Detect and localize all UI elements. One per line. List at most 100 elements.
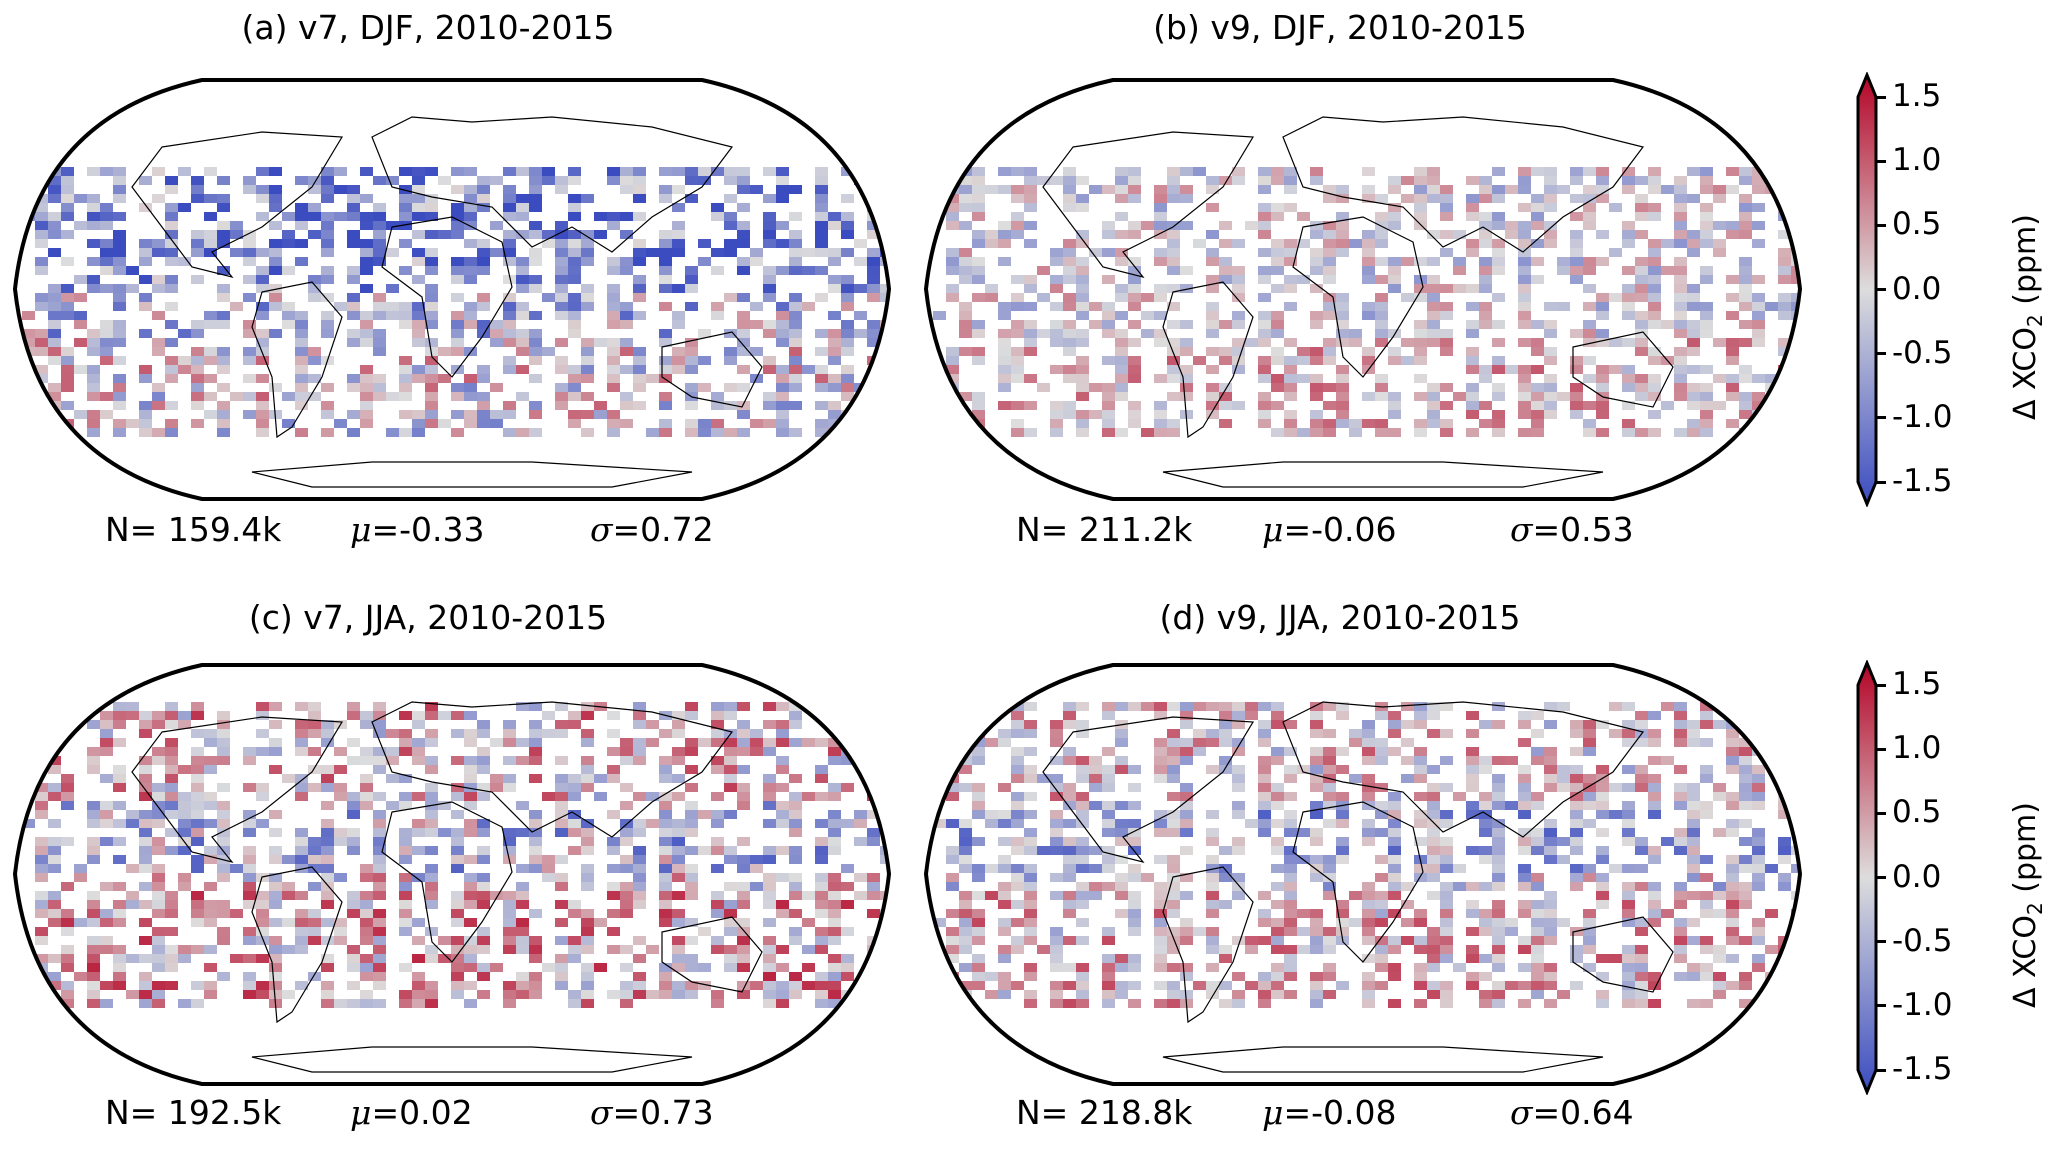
xco2-cell (1674, 927, 1687, 936)
xco2-cell (1466, 176, 1479, 185)
xco2-cell (425, 338, 438, 347)
xco2-cell (464, 711, 477, 720)
xco2-cell (789, 909, 802, 918)
xco2-cell (412, 846, 425, 855)
xco2-cell (1674, 275, 1687, 284)
xco2-cell (1492, 927, 1505, 936)
xco2-cell (1154, 918, 1167, 927)
xco2-cell (1596, 410, 1609, 419)
xco2-cell (854, 837, 867, 846)
xco2-cell (217, 927, 230, 936)
xco2-cell (1336, 927, 1349, 936)
xco2-cell (880, 167, 889, 176)
xco2-cell (1128, 320, 1141, 329)
xco2-cell (529, 747, 542, 756)
xco2-cell (191, 365, 204, 374)
xco2-cell (685, 176, 698, 185)
xco2-cell (1427, 936, 1440, 945)
xco2-cell (998, 167, 1011, 176)
xco2-cell (1687, 999, 1700, 1008)
xco2-cell (1739, 792, 1752, 801)
xco2-cell (1570, 720, 1583, 729)
xco2-cell (867, 338, 880, 347)
xco2-cell (1271, 239, 1284, 248)
xco2-cell (1700, 711, 1713, 720)
xco2-cell (48, 702, 61, 711)
xco2-cell (776, 338, 789, 347)
xco2-cell (1310, 428, 1323, 437)
xco2-cell (1271, 801, 1284, 810)
xco2-cell (1778, 410, 1791, 419)
xco2-cell (295, 257, 308, 266)
xco2-cell (1791, 293, 1800, 302)
xco2-cell (373, 945, 386, 954)
xco2-cell (1128, 954, 1141, 963)
xco2-cell (776, 900, 789, 909)
xco2-cell (152, 873, 165, 882)
xco2-cell (412, 176, 425, 185)
colorbar-tick-label: 0.0 (1892, 270, 1942, 307)
xco2-cells (22, 702, 889, 1008)
xco2-cell (87, 239, 100, 248)
xco2-cell (828, 248, 841, 257)
xco2-cell (1154, 293, 1167, 302)
xco2-cell (1596, 374, 1609, 383)
xco2-cell (165, 945, 178, 954)
xco2-cell (1544, 837, 1557, 846)
xco2-cell (1622, 864, 1635, 873)
xco2-cell (1583, 945, 1596, 954)
xco2-cell (1336, 855, 1349, 864)
xco2-cell (217, 401, 230, 410)
xco2-cell (126, 419, 139, 428)
xco2-cell (802, 266, 815, 275)
xco2-cell (48, 891, 61, 900)
xco2-cell (477, 365, 490, 374)
xco2-cell (360, 221, 373, 230)
xco2-cell (1154, 936, 1167, 945)
xco2-cell (1297, 239, 1310, 248)
xco2-cell (1362, 792, 1375, 801)
xco2-cell (1648, 783, 1661, 792)
xco2-cell (959, 927, 972, 936)
xco2-cell (1258, 999, 1271, 1008)
xco2-cell (399, 212, 412, 221)
xco2-cell (1479, 720, 1492, 729)
xco2-cell (1791, 176, 1800, 185)
xco2-cell (972, 864, 985, 873)
xco2-cell (1323, 185, 1336, 194)
xco2-cell (243, 185, 256, 194)
xco2-cell (204, 374, 217, 383)
xco2-cell (373, 792, 386, 801)
xco2-cell (529, 828, 542, 837)
xco2-cell (1622, 963, 1635, 972)
xco2-cell (100, 392, 113, 401)
xco2-cell (763, 792, 776, 801)
xco2-cell (87, 765, 100, 774)
xco2-cell (763, 230, 776, 239)
xco2-cell (1739, 981, 1752, 990)
xco2-cell (1778, 293, 1791, 302)
xco2-cell (1518, 275, 1531, 284)
xco2-cell (1154, 284, 1167, 293)
xco2-cell (87, 284, 100, 293)
xco2-cell (815, 221, 828, 230)
xco2-cell (1466, 212, 1479, 221)
xco2-cell (1284, 239, 1297, 248)
xco2-cell (74, 873, 87, 882)
xco2-cell (464, 936, 477, 945)
xco2-cell (529, 329, 542, 338)
xco2-cell (815, 419, 828, 428)
xco2-cell (1674, 972, 1687, 981)
xco2-cell (763, 329, 776, 338)
xco2-cell (1674, 711, 1687, 720)
xco2-cell (1323, 221, 1336, 230)
xco2-cell (1375, 900, 1388, 909)
colorbar-gradient (1856, 660, 1878, 1095)
xco2-cell (204, 212, 217, 221)
xco2-cell (1258, 819, 1271, 828)
xco2-cell (698, 963, 711, 972)
xco2-cell (568, 329, 581, 338)
xco2-cell (1154, 819, 1167, 828)
xco2-cell (1271, 837, 1284, 846)
xco2-cell (1635, 837, 1648, 846)
